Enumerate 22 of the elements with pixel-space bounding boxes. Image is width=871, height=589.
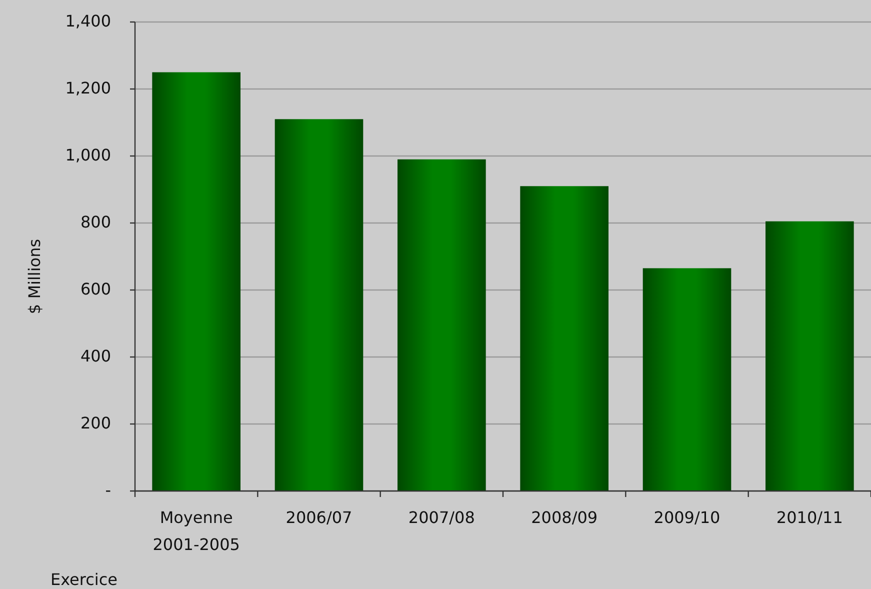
y-tick-label: - (105, 480, 111, 500)
y-tick-label: 600 (80, 279, 111, 298)
x-tick-label: 2009/10 (654, 508, 720, 527)
x-tick-label: 2006/07 (286, 508, 352, 527)
bar (152, 72, 240, 491)
y-tick-label: 1,200 (65, 78, 111, 98)
bar (642, 268, 732, 491)
bar (398, 159, 486, 491)
y-tick-label: 400 (80, 346, 111, 366)
bar (766, 221, 854, 491)
y-tick-label: 1,400 (65, 11, 111, 30)
y-tick-label: 800 (80, 212, 111, 232)
x-axis-title: Exercice (50, 570, 118, 589)
x-tick-label: 2008/09 (531, 508, 598, 527)
x-tick-label: 2007/08 (408, 508, 475, 527)
x-tick-label: Moyenne 2001-2005 (152, 508, 240, 554)
bar (274, 119, 364, 491)
x-tick-label: 2010/11 (776, 508, 843, 527)
y-tick-label: 200 (80, 413, 111, 432)
y-tick-label: 1,000 (65, 145, 111, 164)
bar (520, 186, 608, 491)
y-axis-title: $ Millions (25, 238, 44, 314)
